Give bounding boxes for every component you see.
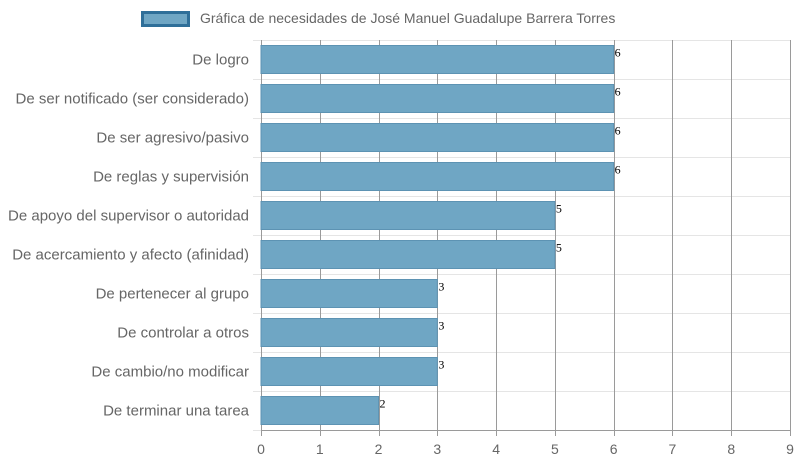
x-tick-label: 3 [433,441,441,457]
x-tick-label: 0 [257,441,265,457]
data-label: 6 [615,163,621,177]
bar [260,123,615,152]
bar [260,201,556,230]
bar [260,162,615,191]
bar [260,240,556,269]
category-label: De cambio/no modificar [91,364,249,381]
bar [260,84,615,113]
bar [260,318,438,347]
category-label: De terminar una tarea [103,403,250,420]
x-tick-label: 7 [669,441,677,457]
x-tick-label: 4 [492,441,500,457]
category-label: De ser agresivo/pasivo [96,130,249,147]
data-label: 5 [556,202,562,216]
data-label: 5 [556,241,562,255]
category-label: De apoyo del supervisor o autoridad [8,208,249,225]
category-label: De logro [192,52,249,69]
data-label: 2 [380,397,386,411]
category-label: De controlar a otros [117,325,249,342]
x-tick-label: 1 [316,441,324,457]
x-tick-label: 2 [375,441,383,457]
legend-swatch[interactable] [141,11,190,27]
bar [260,357,438,386]
data-label: 3 [438,319,444,333]
x-tick-label: 5 [551,441,559,457]
bar [260,45,615,74]
category-label: De acercamiento y afecto (afinidad) [12,247,249,264]
category-label: De pertenecer al grupo [96,286,249,303]
x-tick-label: 9 [786,441,794,457]
data-label: 6 [615,124,621,138]
data-label: 3 [438,280,444,294]
bar [260,279,438,308]
x-tick-label: 8 [727,441,735,457]
category-label: De ser notificado (ser considerado) [16,91,249,108]
category-label: De reglas y supervisión [93,169,249,186]
legend-label[interactable]: Gráfica de necesidades de José Manuel Gu… [200,10,616,26]
data-label: 6 [615,46,621,60]
bar [260,396,380,425]
data-label: 3 [438,358,444,372]
data-label: 6 [615,85,621,99]
x-tick-label: 6 [610,441,618,457]
